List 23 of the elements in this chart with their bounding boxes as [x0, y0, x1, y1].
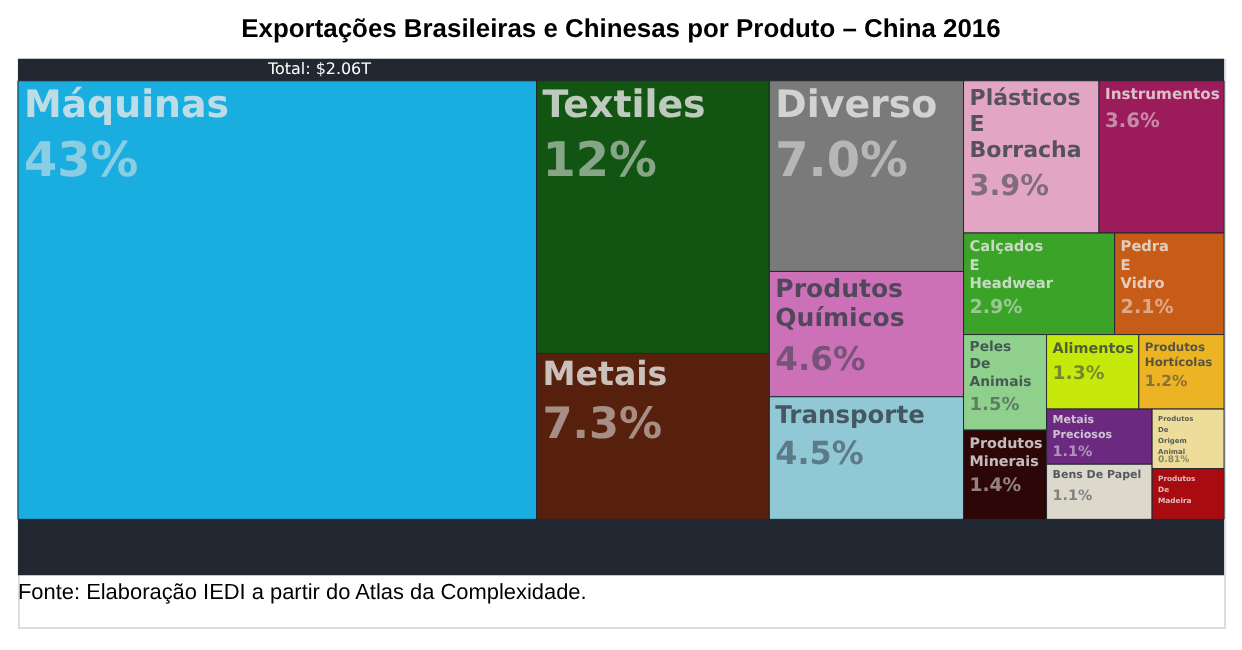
text: Total: $2.06T [265, 59, 372, 78]
data-label: 1.5% [969, 396, 1020, 417]
data-label: 43% [23, 132, 139, 189]
data-label: 3.9% [969, 170, 1050, 203]
data-label: 1.4% [969, 475, 1023, 498]
data-label: 4.5% [775, 434, 864, 473]
text: Exportações Brasileiras e Chinesas por Produto – China 2016 [241, 12, 1001, 43]
category-label: Máquinas [23, 82, 230, 127]
category-label: Diverso [775, 82, 938, 127]
data-label: 12% [542, 132, 658, 189]
category-label: Textiles [542, 82, 706, 127]
data-label: 1.3% [1052, 362, 1106, 385]
category-label: Plásticos E Borracha [969, 84, 1082, 163]
data-label: 7.0% [775, 132, 909, 189]
category-label: Transporte [775, 400, 925, 429]
source-note: Fonte: Elaboração IEDI a partir do Atlas da Complexidade. [17, 581, 587, 606]
data-label: 3.6% [1104, 110, 1160, 133]
data-label: 4.6% [775, 340, 866, 379]
data-label: 2.1% [1120, 297, 1175, 320]
data-label: 7.3% [542, 400, 663, 451]
data-label: 2.9% [969, 297, 1024, 320]
category-label: Produtos Químicos [775, 273, 905, 333]
category-label: Metais [542, 355, 668, 394]
